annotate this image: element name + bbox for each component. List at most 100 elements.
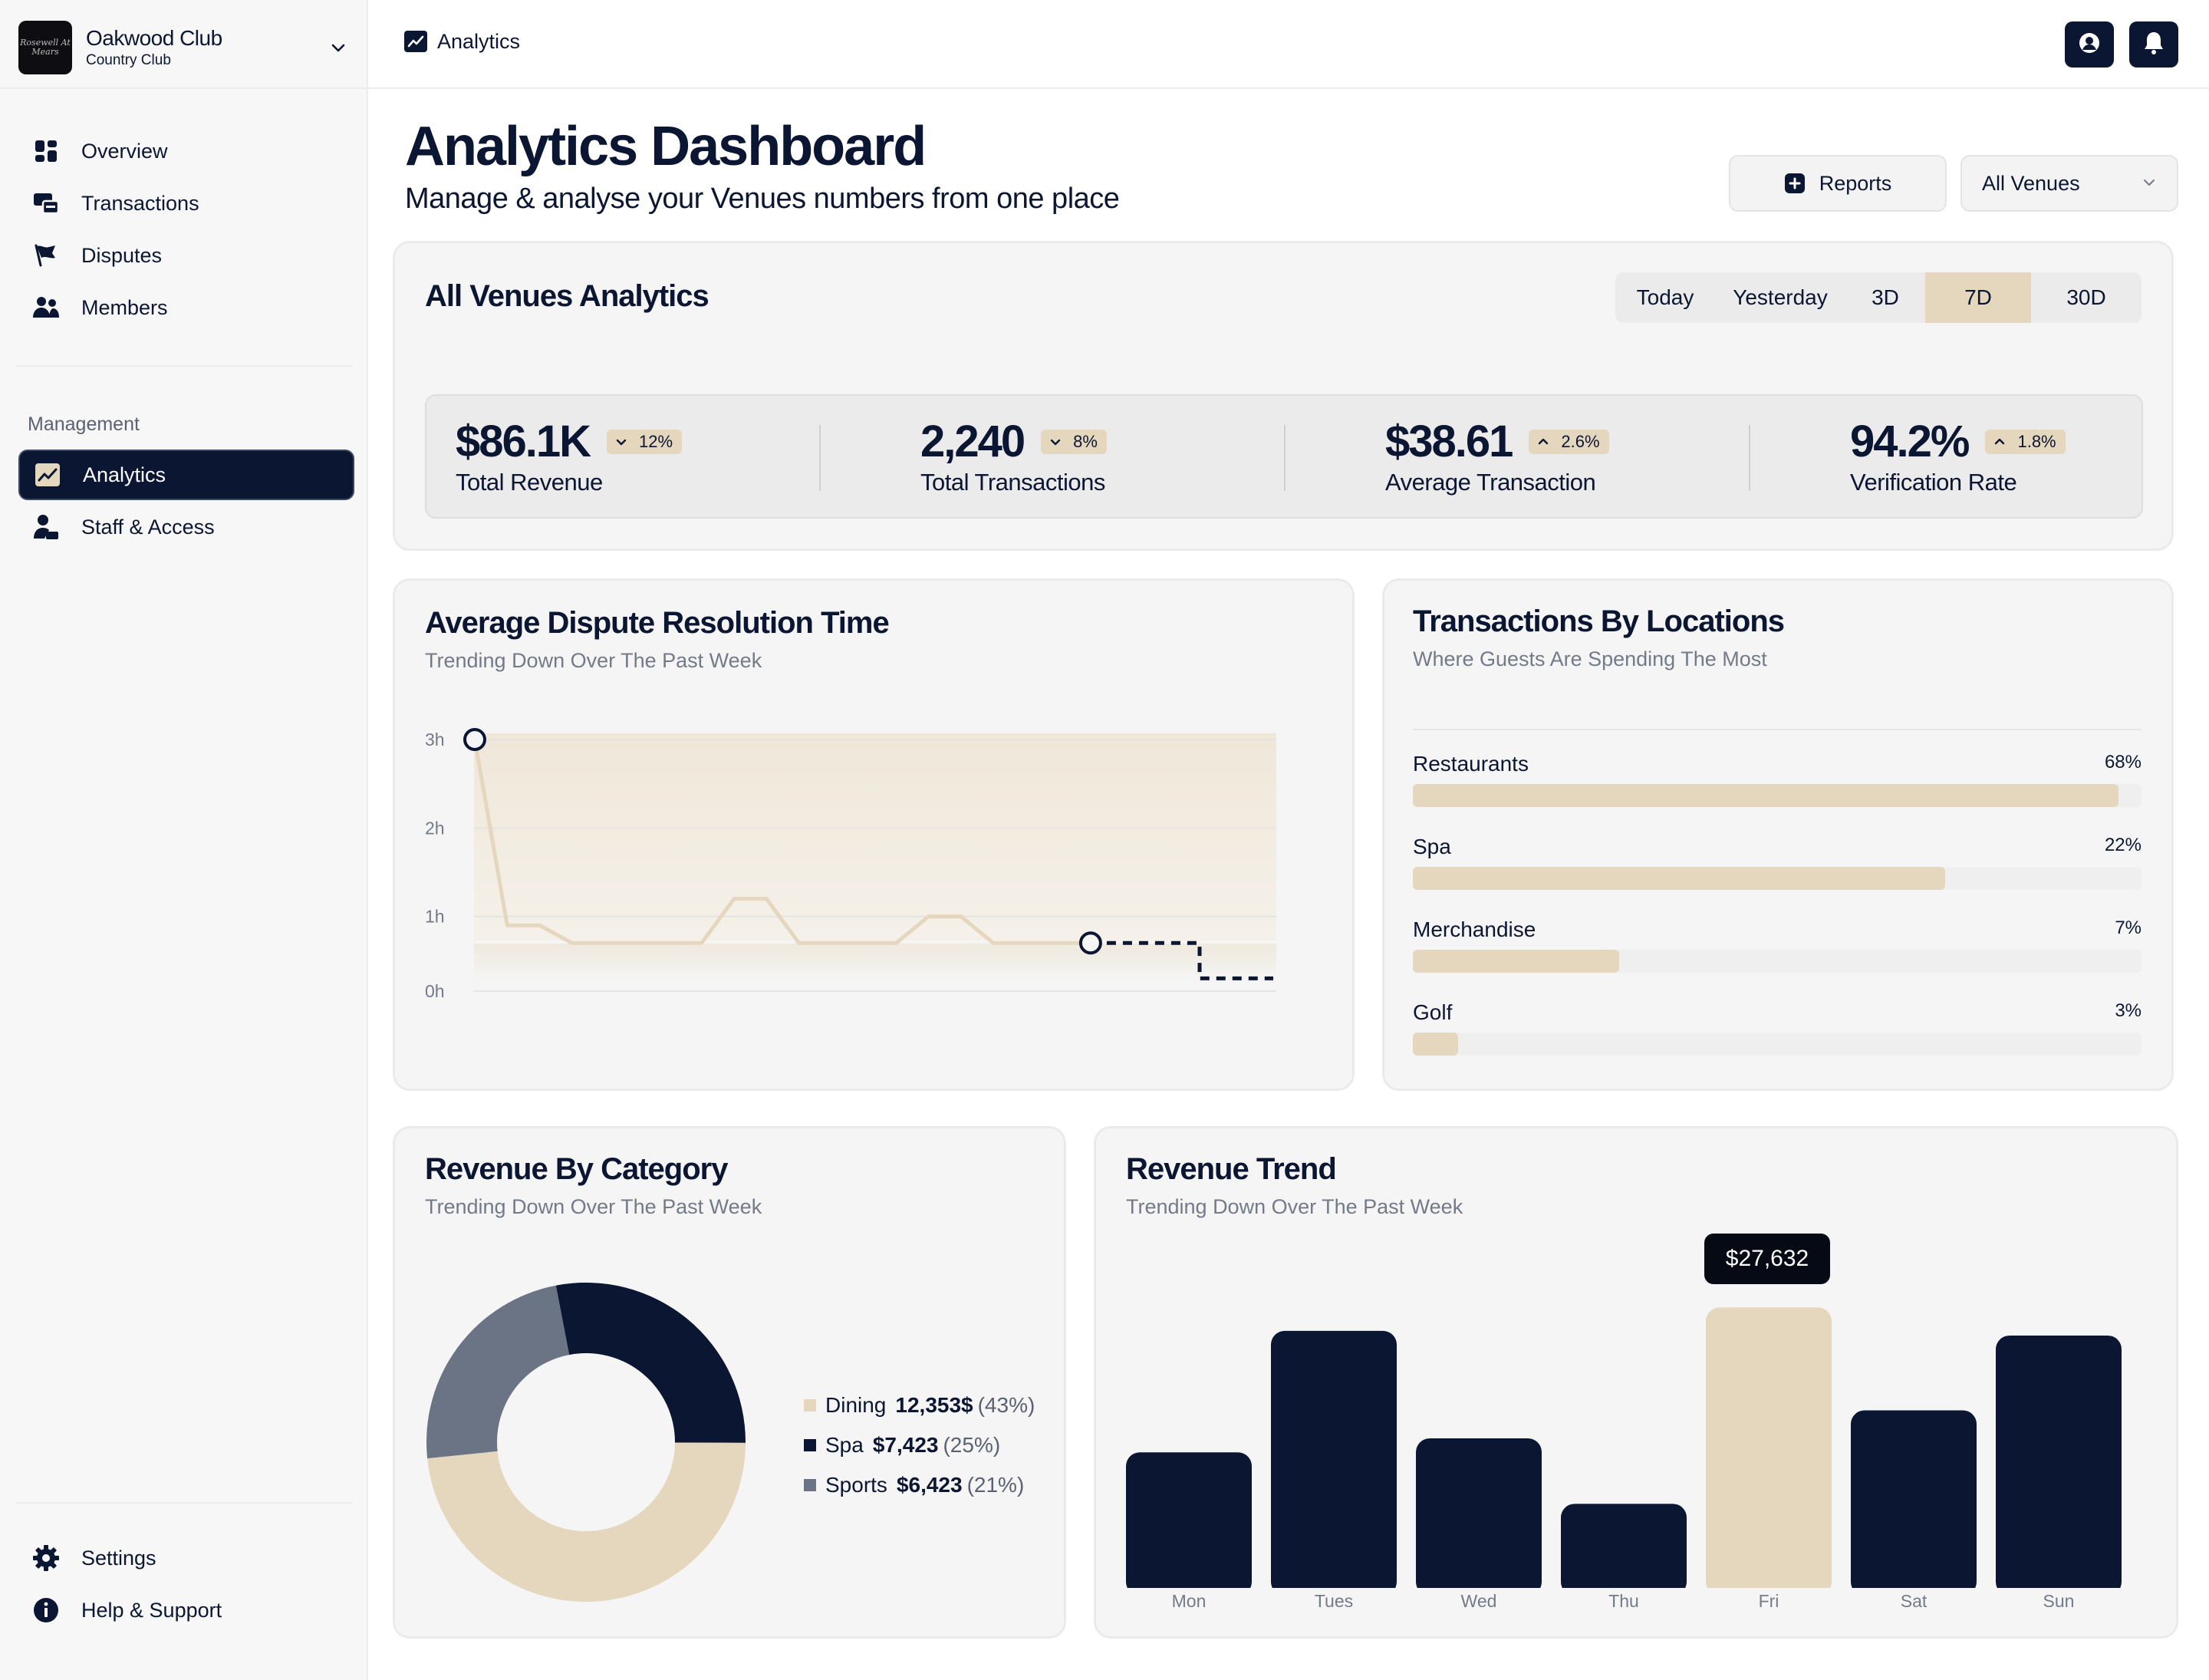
revenue-bar-chart xyxy=(1126,1307,2122,1588)
range-30d[interactable]: 30D xyxy=(2066,285,2106,309)
notifications-button[interactable] xyxy=(2129,21,2178,68)
sidebar-item-help-support[interactable]: Help & Support xyxy=(18,1585,354,1636)
breadcrumb-label: Analytics xyxy=(437,29,521,53)
dispute-subtitle: Trending Down Over The Past Week xyxy=(425,649,762,672)
bar-label: Wed xyxy=(1460,1591,1497,1611)
sidebar-divider xyxy=(15,365,353,367)
kpi-value: 2,240 xyxy=(920,417,1025,466)
bar-label: Mon xyxy=(1171,1591,1207,1611)
venue-select[interactable]: All Venues xyxy=(1960,155,2178,212)
y-tick-label: 2h xyxy=(425,818,445,838)
range-today[interactable]: Today xyxy=(1636,285,1694,309)
location-row: Restaurants 68% xyxy=(1413,752,2142,807)
chevron-down-icon xyxy=(2142,172,2157,196)
donut-slice-spa[interactable] xyxy=(555,1283,746,1443)
profile-button[interactable] xyxy=(2065,21,2114,68)
change-badge: 8% xyxy=(1041,429,1107,454)
main-nav: Overview Transactions Disputes Members xyxy=(18,126,354,334)
bar-label: Thu xyxy=(1608,1591,1639,1611)
location-percent: 68% xyxy=(2104,752,2142,772)
chart-band xyxy=(474,733,1276,940)
category-subtitle: Trending Down Over The Past Week xyxy=(425,1195,762,1218)
kpi-value: $86.1K xyxy=(456,417,591,466)
bar-label: Sun xyxy=(2043,1591,2075,1611)
range-selector: Today Yesterday 3D 7D 30D xyxy=(1615,272,2142,323)
flag-icon xyxy=(31,240,61,271)
bar-sat[interactable] xyxy=(1851,1410,1977,1588)
location-bar xyxy=(1413,950,1619,973)
range-3d[interactable]: 3D xyxy=(1872,285,1899,309)
donut-slice-sports[interactable] xyxy=(426,1285,570,1459)
bar-tues[interactable] xyxy=(1271,1330,1397,1588)
bar-sun[interactable] xyxy=(1996,1335,2122,1588)
kpi-strip: $86.1K 12% Total Revenue 2,240 8% Total … xyxy=(425,394,2143,519)
kpi-value: 94.2% xyxy=(1850,417,1970,466)
locations-title: Transactions By Locations xyxy=(1413,604,1785,638)
club-switcher[interactable]: Rosewell At Mears Oakwood Club Country C… xyxy=(18,20,350,75)
club-name: Oakwood Club xyxy=(86,26,222,50)
sidebar-item-analytics[interactable]: Analytics xyxy=(18,450,354,500)
sidebar-item-staff-access[interactable]: Staff & Access xyxy=(18,502,354,552)
info-icon xyxy=(31,1595,61,1626)
chevron-down-icon xyxy=(1050,439,1061,445)
sidebar: Rosewell At Mears Oakwood Club Country C… xyxy=(0,0,368,1680)
revenue-donut-chart xyxy=(426,1283,746,1603)
sidebar-item-transactions[interactable]: Transactions xyxy=(18,178,354,229)
location-label: Golf xyxy=(1413,1000,1453,1024)
dispute-title: Average Dispute Resolution Time xyxy=(425,606,890,640)
change-badge: 12% xyxy=(607,429,683,454)
change-badge: 1.8% xyxy=(1985,429,2066,454)
bar-fri[interactable] xyxy=(1706,1307,1832,1588)
location-label: Restaurants xyxy=(1413,752,1529,776)
bar-wed[interactable] xyxy=(1416,1438,1542,1588)
plus-square-icon xyxy=(1784,173,1806,194)
donut-slice-dining[interactable] xyxy=(427,1442,746,1603)
sidebar-item-members[interactable]: Members xyxy=(18,282,354,333)
kpi-label: Total Revenue xyxy=(456,469,603,496)
bar-mon[interactable] xyxy=(1126,1452,1252,1588)
location-percent: 7% xyxy=(2115,917,2142,938)
y-tick-label: 0h xyxy=(425,981,445,1001)
transactions-icon xyxy=(31,188,61,219)
chevron-down-icon[interactable] xyxy=(327,36,350,59)
location-row: Spa 22% xyxy=(1413,835,2142,890)
sidebar-item-label: Overview xyxy=(81,139,168,163)
reports-button[interactable]: Reports xyxy=(1729,155,1947,212)
sidebar-item-overview[interactable]: Overview xyxy=(18,126,354,176)
venue-select-value: All Venues xyxy=(1982,171,2080,195)
members-icon xyxy=(31,292,61,323)
chevron-down-icon xyxy=(616,439,627,445)
gear-icon xyxy=(31,1543,61,1573)
club-logo: Rosewell At Mears xyxy=(18,21,72,74)
sidebar-item-label: Help & Support xyxy=(81,1598,222,1622)
location-bar xyxy=(1413,784,2118,807)
data-point-current[interactable] xyxy=(1078,931,1102,955)
bar-thu[interactable] xyxy=(1561,1504,1687,1588)
club-subtitle: Country Club xyxy=(86,52,171,68)
management-nav: Management Analytics Staff & Access xyxy=(18,405,354,554)
location-row: Merchandise 7% xyxy=(1413,917,2142,973)
sidebar-item-disputes[interactable]: Disputes xyxy=(18,230,354,281)
kpi-label: Verification Rate xyxy=(1850,469,2017,496)
top-bar: Analytics xyxy=(368,0,2209,89)
sidebar-item-label: Transactions xyxy=(81,191,199,215)
sidebar-divider xyxy=(15,1502,353,1504)
page-subtitle: Manage & analyse your Venues numbers fro… xyxy=(405,183,1120,215)
data-point-start[interactable] xyxy=(463,728,486,751)
bar-label: Fri xyxy=(1758,1591,1779,1611)
chevron-up-icon xyxy=(1995,438,2005,444)
location-track xyxy=(1413,1033,2142,1056)
location-row: Golf 3% xyxy=(1413,1000,2142,1056)
overview-icon xyxy=(31,136,61,166)
location-track xyxy=(1413,784,2142,807)
range-7d[interactable]: 7D xyxy=(1925,272,2031,323)
sidebar-item-label: Staff & Access xyxy=(81,515,215,539)
legend-item-sports: Sports $6,423 (21%) xyxy=(804,1465,1035,1505)
range-yesterday[interactable]: Yesterday xyxy=(1733,285,1828,309)
sidebar-item-settings[interactable]: Settings xyxy=(18,1533,354,1583)
kpi-divider xyxy=(1749,425,1750,491)
breadcrumb: Analytics xyxy=(403,29,520,54)
dispute-projection-line xyxy=(1090,940,1273,980)
reports-label: Reports xyxy=(1819,171,1892,195)
sidebar-item-label: Analytics xyxy=(83,463,166,486)
